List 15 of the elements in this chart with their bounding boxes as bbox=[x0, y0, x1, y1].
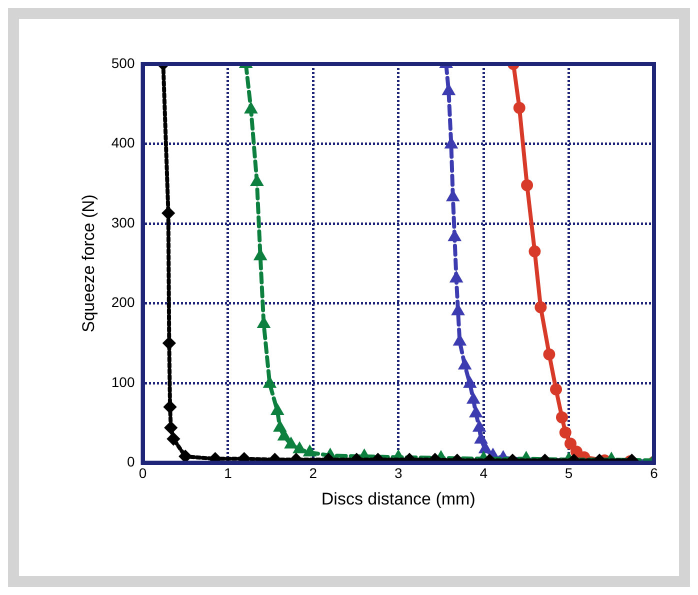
x-tick-label: 0 bbox=[138, 465, 147, 482]
y-tick-label: 400 bbox=[111, 134, 135, 151]
y-tick-label: 500 bbox=[111, 54, 135, 71]
x-axis-title: Discs distance (mm) bbox=[321, 489, 476, 508]
x-tick-label: 3 bbox=[394, 465, 402, 482]
y-tick-label: 300 bbox=[111, 214, 135, 230]
y-tick-label: 200 bbox=[111, 294, 135, 310]
y-tick-label: 100 bbox=[111, 374, 135, 390]
x-tick-label: 1 bbox=[224, 465, 232, 482]
y-tick-label: 0 bbox=[126, 454, 135, 470]
x-tick-label: 4 bbox=[480, 465, 488, 482]
x-tick-label: 2 bbox=[309, 465, 318, 482]
x-tick-label: 6 bbox=[650, 465, 658, 482]
y-axis-title: Squeeze force (N) bbox=[78, 194, 98, 332]
x-tick-label: 5 bbox=[564, 465, 573, 482]
